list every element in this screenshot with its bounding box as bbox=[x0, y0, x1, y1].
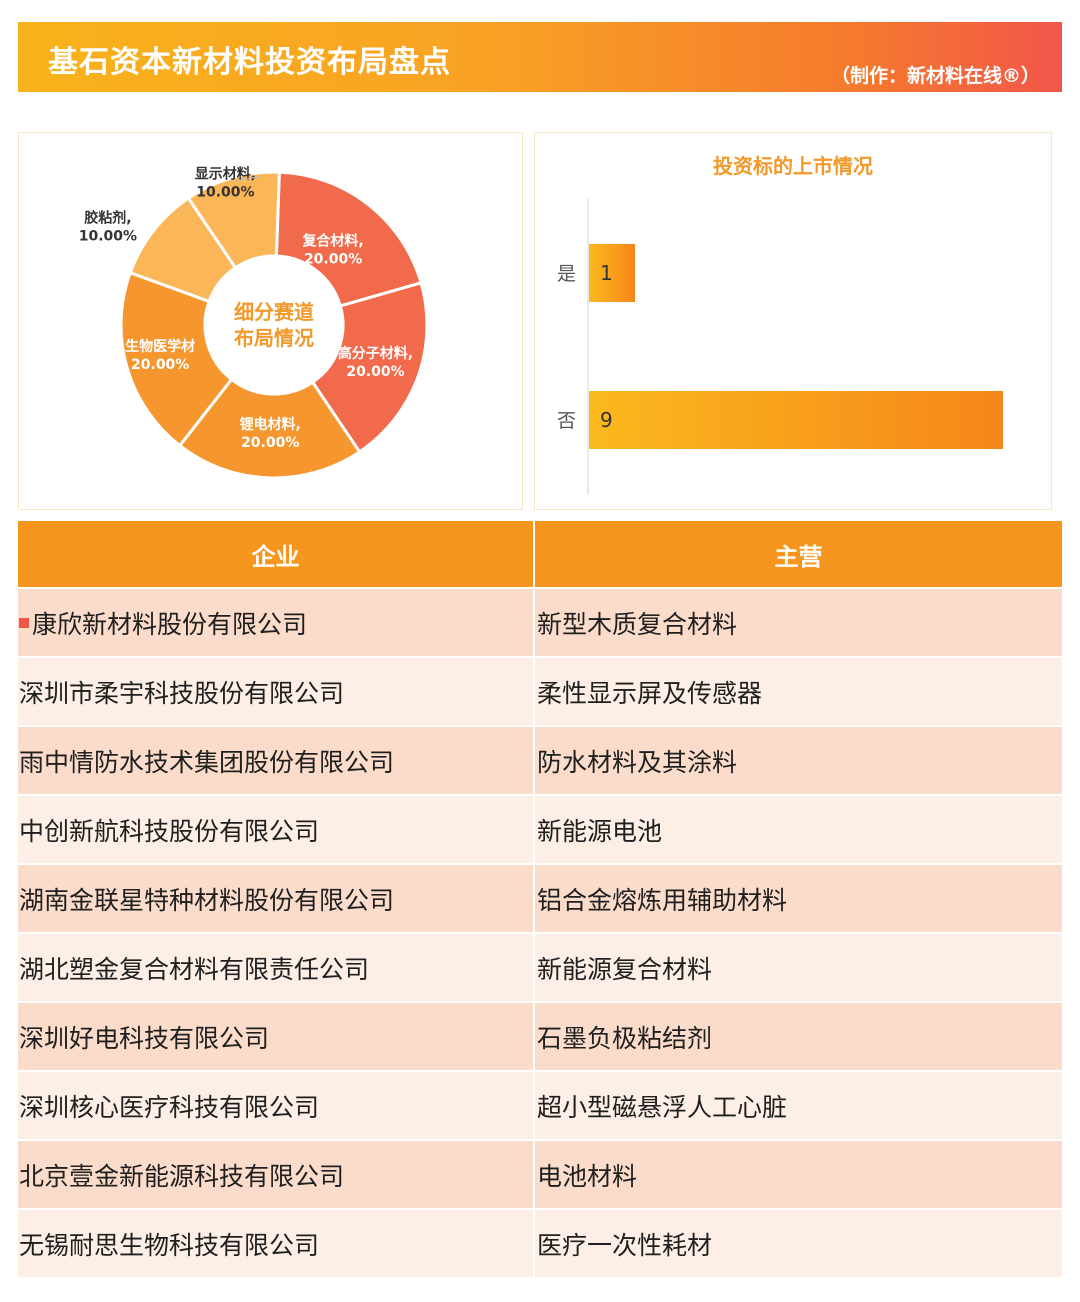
business-cell: 新能源复合材料 bbox=[537, 954, 713, 984]
table-header: 企业 主营 bbox=[18, 521, 1062, 587]
table-row: 康欣新材料股份有限公司 新型木质复合材料 bbox=[18, 589, 1062, 656]
business-cell: 防水材料及其涂料 bbox=[537, 747, 738, 777]
pie-slice bbox=[177, 377, 362, 480]
company-table: 企业 主营 康欣新材料股份有限公司 新型木质复合材料深圳市柔宇科技股份有限公司 柔性… bbox=[18, 521, 1062, 1277]
donut-chart-panel: 复合材料, 20.00% 高分子材料, 20.00% 锂电材料, 20.00% 生物医学材 2… bbox=[18, 132, 523, 510]
company-name: 康欣新材料股份有限公司 bbox=[32, 609, 308, 639]
pie-slice-label: 复合材料, bbox=[301, 232, 363, 249]
business-cell: 石墨负极粘结剂 bbox=[537, 1023, 713, 1053]
bar-category-label: 否 bbox=[557, 410, 576, 432]
pie-slice-percent: 10.00% bbox=[196, 184, 254, 200]
business-cell: 铝合金熔炼用辅助材料 bbox=[537, 885, 788, 915]
donut-chart: 复合材料, 20.00% 高分子材料, 20.00% 锂电材料, 20.00% 生物医学材 2… bbox=[79, 165, 429, 480]
company-cell: 雨中情防水技术集团股份有限公司 bbox=[18, 727, 535, 794]
bar bbox=[589, 244, 635, 302]
company-name: 湖南金联星特种材料股份有限公司 bbox=[19, 885, 395, 915]
business-cell: 医疗一次性耗材 bbox=[537, 1230, 713, 1260]
donut-hole bbox=[206, 257, 342, 393]
table-row: 湖北塑金复合材料有限责任公司 新能源复合材料 bbox=[18, 934, 1062, 1001]
company-cell: 深圳好电科技有限公司 bbox=[18, 1003, 535, 1070]
bar-chart-title: 投资标的上市情况 bbox=[713, 154, 873, 178]
company-cell: 无锡耐思生物科技有限公司 bbox=[18, 1210, 535, 1277]
company-name: 湖北塑金复合材料有限责任公司 bbox=[19, 954, 370, 984]
header-business: 主营 bbox=[774, 542, 823, 571]
company-name: 北京壹金新能源科技有限公司 bbox=[19, 1161, 345, 1191]
table-row: 深圳市柔宇科技股份有限公司 柔性显示屏及传感器 bbox=[18, 658, 1062, 725]
business-cell: 电池材料 bbox=[537, 1161, 638, 1191]
header-company: 企业 bbox=[18, 521, 535, 587]
title-banner: 基石资本新材料投资布局盘点 （制作：新材料在线®） bbox=[18, 22, 1062, 92]
table-row: 北京壹金新能源科技有限公司 电池材料 bbox=[18, 1141, 1062, 1208]
pie-slice bbox=[119, 270, 234, 448]
pie-slice bbox=[310, 280, 429, 454]
table-body: 康欣新材料股份有限公司 新型木质复合材料深圳市柔宇科技股份有限公司 柔性显示屏及传感… bbox=[18, 589, 1062, 1277]
company-cell: 湖南金联星特种材料股份有限公司 bbox=[18, 865, 535, 932]
bar-chart-panel: 投资标的上市情况 是 1 否 9 bbox=[534, 132, 1052, 510]
donut-center-title: 细分赛道 bbox=[234, 300, 314, 324]
row-marker bbox=[19, 617, 29, 628]
pie-slice-label: 高分子材料, bbox=[338, 345, 413, 362]
table-row: 深圳核心医疗科技有限公司 超小型磁悬浮人工心脏 bbox=[18, 1072, 1062, 1139]
table-row: 中创新航科技股份有限公司 新能源电池 bbox=[18, 796, 1062, 863]
company-name: 中创新航科技股份有限公司 bbox=[19, 816, 320, 846]
company-name: 无锡耐思生物科技有限公司 bbox=[19, 1230, 320, 1260]
page-title: 基石资本新材料投资布局盘点 bbox=[48, 45, 451, 80]
company-name: 深圳核心医疗科技有限公司 bbox=[19, 1092, 320, 1122]
company-cell: 康欣新材料股份有限公司 bbox=[18, 589, 535, 656]
company-cell: 中创新航科技股份有限公司 bbox=[18, 796, 535, 863]
bar-chart: 是 1 否 9 bbox=[557, 199, 1003, 495]
pie-slice-percent: 20.00% bbox=[131, 357, 189, 373]
pie-leader-line bbox=[232, 175, 260, 183]
donut-center-title: 布局情况 bbox=[234, 326, 314, 350]
pie-slice bbox=[186, 170, 281, 270]
business-cell: 新型木质复合材料 bbox=[537, 609, 738, 639]
company-cell: 湖北塑金复合材料有限责任公司 bbox=[18, 934, 535, 1001]
pie-slice-percent: 10.00% bbox=[79, 228, 137, 244]
business-cell: 新能源电池 bbox=[537, 816, 663, 846]
bar-value-label: 9 bbox=[600, 408, 613, 432]
company-name: 深圳市柔宇科技股份有限公司 bbox=[19, 678, 345, 708]
pie-slice-label: 锂电材料, bbox=[240, 416, 301, 433]
company-name: 雨中情防水技术集团股份有限公司 bbox=[19, 747, 395, 777]
table-row: 湖南金联星特种材料股份有限公司 铝合金熔炼用辅助材料 bbox=[18, 865, 1062, 932]
company-cell: 北京壹金新能源科技有限公司 bbox=[18, 1141, 535, 1208]
pie-slice-label: 生物医学材 bbox=[125, 338, 195, 355]
credit-note: （制作：新材料在线®） bbox=[830, 65, 1040, 87]
table-row: 无锡耐思生物科技有限公司 医疗一次性耗材 bbox=[18, 1210, 1062, 1277]
business-cell: 超小型磁悬浮人工心脏 bbox=[537, 1092, 788, 1122]
table-row: 深圳好电科技有限公司 石墨负极粘结剂 bbox=[18, 1003, 1062, 1070]
bar-value-label: 1 bbox=[600, 261, 613, 285]
table-row: 雨中情防水技术集团股份有限公司 防水材料及其涂料 bbox=[18, 727, 1062, 794]
pie-slice bbox=[274, 170, 423, 308]
business-cell: 柔性显示屏及传感器 bbox=[537, 678, 763, 708]
company-cell: 深圳核心医疗科技有限公司 bbox=[18, 1072, 535, 1139]
pie-slice-percent: 20.00% bbox=[304, 251, 362, 267]
bar bbox=[589, 391, 1003, 449]
pie-slice-percent: 20.00% bbox=[241, 435, 299, 451]
pie-slice-label: 显示材料, bbox=[195, 165, 256, 182]
company-cell: 深圳市柔宇科技股份有限公司 bbox=[18, 658, 535, 725]
bar-category-label: 是 bbox=[557, 263, 576, 285]
company-name: 深圳好电科技有限公司 bbox=[19, 1023, 270, 1053]
pie-slice-percent: 20.00% bbox=[346, 364, 404, 380]
pie-slice-label: 胶粘剂, bbox=[84, 209, 131, 226]
